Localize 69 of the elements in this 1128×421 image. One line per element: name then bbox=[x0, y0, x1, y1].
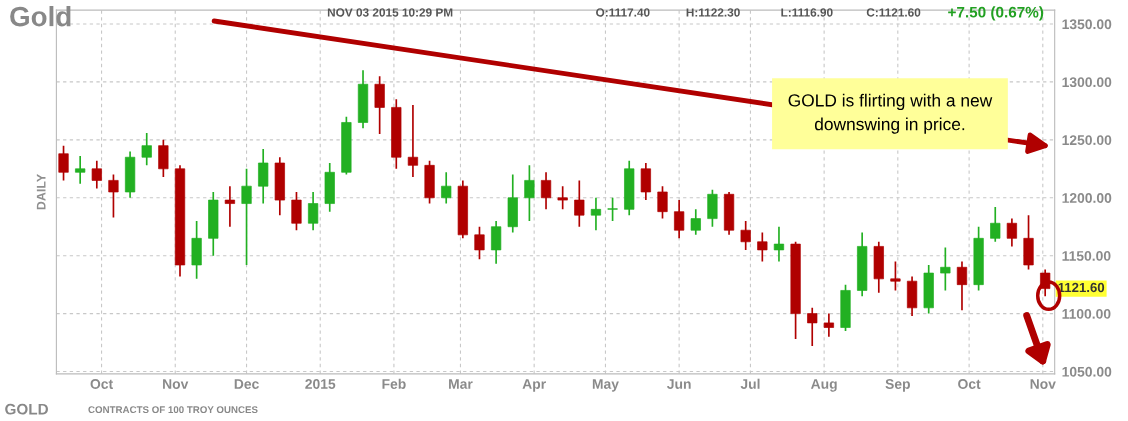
candlestick bbox=[1006, 217, 1017, 248]
candlestick bbox=[674, 199, 685, 240]
candlestick bbox=[757, 231, 768, 263]
candlestick bbox=[540, 171, 552, 211]
candlestick bbox=[141, 132, 152, 167]
annotation: L:1116.90 bbox=[781, 8, 833, 17]
candlestick bbox=[607, 196, 618, 222]
candlestick bbox=[91, 159, 102, 190]
x-tick-label: Mar bbox=[449, 379, 473, 389]
candlestick bbox=[690, 208, 701, 236]
candlestick bbox=[807, 306, 818, 347]
x-tick-label: Jul bbox=[740, 378, 760, 389]
candlestick bbox=[524, 164, 535, 222]
x-tick-label: Feb bbox=[382, 378, 406, 389]
candlestick bbox=[557, 185, 568, 211]
annotation: GOLD is flirting with a new downswing in price. bbox=[788, 93, 993, 134]
candlestick bbox=[640, 162, 651, 201]
candlestick bbox=[940, 246, 951, 292]
x-tick-label: May bbox=[592, 379, 619, 392]
candlestick bbox=[474, 225, 485, 260]
annotation: O:1117.40 bbox=[596, 8, 650, 17]
y-tick-label: 1350.00 bbox=[1062, 19, 1112, 30]
y-axis-title: DAILY bbox=[36, 174, 46, 210]
candlestick bbox=[990, 206, 1001, 243]
annotation: H:1122.30 bbox=[686, 8, 740, 17]
x-tick-label: 2015 bbox=[305, 379, 336, 389]
candlestick bbox=[956, 260, 968, 311]
y-tick-label: 1300.00 bbox=[1062, 77, 1112, 88]
candlestick bbox=[441, 171, 452, 205]
candlestick bbox=[407, 104, 419, 178]
candlestick bbox=[773, 225, 785, 263]
y-tick-label: 1050.00 bbox=[1062, 366, 1112, 377]
candlestick bbox=[574, 179, 585, 228]
y-tick-label: 1200.00 bbox=[1062, 193, 1112, 203]
candlestick bbox=[291, 191, 302, 232]
text: CONTRACTS OF 100 TROY OUNCES bbox=[88, 406, 258, 414]
x-tick-label: Sep bbox=[885, 379, 910, 392]
candlestick bbox=[258, 148, 269, 205]
candlestick bbox=[890, 260, 901, 292]
candlestick bbox=[308, 191, 319, 232]
x-tick-label: Apr bbox=[522, 379, 546, 392]
y-tick-label: 1250.00 bbox=[1062, 135, 1112, 146]
x-tick-label: Aug bbox=[810, 379, 837, 392]
x-tick-label: Nov bbox=[1030, 379, 1056, 389]
candlestick bbox=[823, 312, 834, 338]
candlestick bbox=[108, 173, 119, 219]
x-tick-label: Oct bbox=[958, 379, 981, 389]
candlestick bbox=[491, 220, 502, 265]
x-tick-label: Oct bbox=[90, 379, 113, 389]
annotation: +7.50 (0.67%) bbox=[948, 6, 1044, 21]
y-tick-label: 1150.00 bbox=[1062, 251, 1111, 261]
chart-subtitle: NOV 03 2015 10:29 PM bbox=[327, 8, 453, 17]
candlestick bbox=[657, 185, 668, 220]
candlestick bbox=[241, 167, 252, 266]
chart-title: Gold bbox=[10, 6, 71, 27]
candlestick bbox=[740, 220, 751, 251]
candlestick bbox=[58, 144, 69, 182]
candlestick bbox=[224, 185, 236, 228]
candlestick bbox=[75, 155, 86, 185]
x-tick-label: Nov bbox=[163, 379, 189, 389]
candlestick bbox=[374, 75, 385, 135]
x-tick-label: Dec bbox=[234, 379, 259, 389]
candlestick bbox=[158, 139, 169, 178]
candlestick bbox=[590, 196, 602, 232]
annotation: C:1121.60 bbox=[866, 8, 921, 17]
text: GOLD bbox=[5, 403, 48, 415]
y-tick-label: 1100.00 bbox=[1062, 308, 1111, 319]
annotation: 1121.60 bbox=[1058, 282, 1105, 293]
x-tick-label: Jun bbox=[667, 379, 691, 389]
